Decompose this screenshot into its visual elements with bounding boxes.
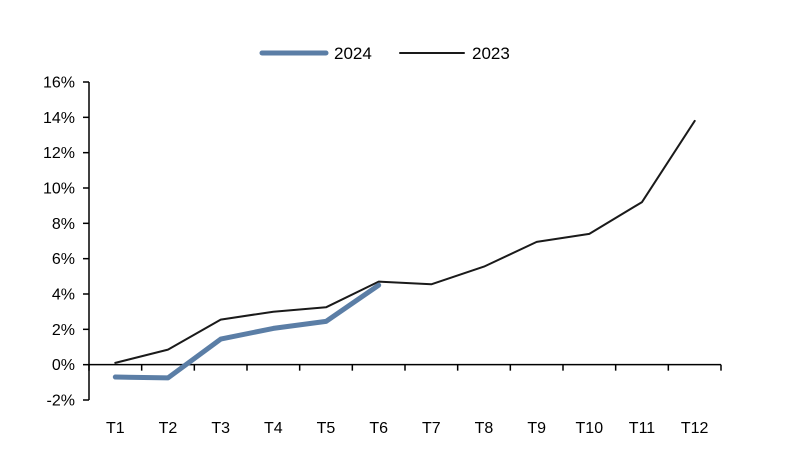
y-tick-label: 2%: [52, 322, 75, 339]
legend-label-2024: 2024: [334, 44, 372, 63]
x-tick-label-t4: T4: [264, 420, 283, 437]
y-tick-label: -2%: [47, 393, 75, 410]
y-tick-label: 6%: [52, 251, 75, 268]
legend: 2024 2023: [259, 44, 510, 63]
series-line-2023: [114, 119, 696, 364]
x-tick-label-t1: T1: [106, 420, 125, 437]
y-tick-label: 14%: [43, 110, 75, 127]
x-tick-label-t12: T12: [681, 420, 709, 437]
x-tick-label-t3: T3: [211, 420, 230, 437]
x-tick-label-t7: T7: [422, 420, 441, 437]
y-tick-label: 10%: [43, 181, 75, 198]
legend-label-2023: 2023: [472, 44, 510, 63]
x-axis: T1 T2 T3 T4 T5 T6 T7 T8 T9 T10 T11 T12: [88, 363, 722, 437]
x-tick-label-t9: T9: [527, 420, 546, 437]
y-tick-label: 12%: [43, 145, 75, 162]
y-tick-label: 0%: [52, 357, 75, 374]
x-tick-label-t2: T2: [159, 420, 178, 437]
x-tick-label-t5: T5: [317, 420, 336, 437]
x-tick-label-t10: T10: [576, 420, 604, 437]
x-tick-label-t11: T11: [629, 420, 655, 437]
y-tick-label: 8%: [52, 216, 75, 233]
y-axis: -2% 0% 2% 4% 6% 8% 10% 12% 14% 16%: [43, 75, 90, 410]
series-line-2024: [112, 282, 382, 381]
x-tick-label-t6: T6: [369, 420, 388, 437]
y-tick-label: 16%: [43, 75, 75, 92]
series-layer: [112, 119, 696, 381]
x-tick-label-t8: T8: [475, 420, 494, 437]
y-tick-label: 4%: [52, 287, 75, 304]
